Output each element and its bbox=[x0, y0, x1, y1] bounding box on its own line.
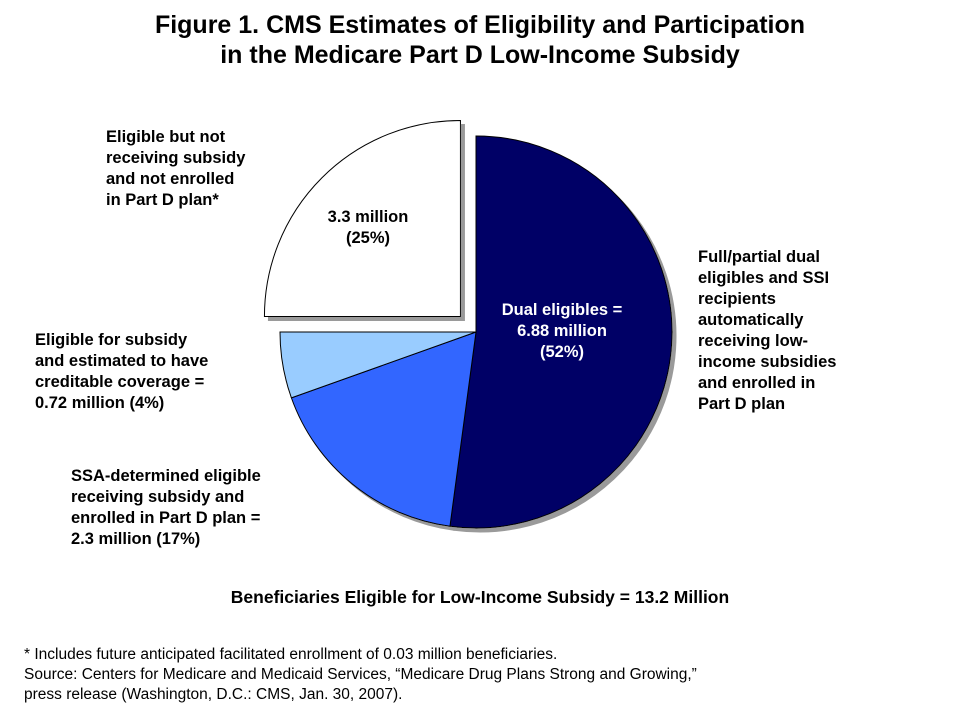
pie-slice-creditable-coverage bbox=[279, 331, 477, 399]
slice-label-not-receiving: Eligible but not receiving subsidy and n… bbox=[106, 128, 246, 209]
slice-label-ssa-determined: SSA-determined eligible receiving subsid… bbox=[71, 467, 261, 548]
slice-label-creditable-coverage: Eligible for subsidy and estimated to ha… bbox=[35, 331, 209, 412]
source-line1: Source: Centers for Medicare and Medicai… bbox=[24, 666, 697, 683]
chart-title: Figure 1. CMS Estimates of Eligibility a… bbox=[0, 10, 960, 70]
chart-subtitle: Beneficiaries Eligible for Low-Income Su… bbox=[230, 587, 730, 607]
chart-title-line1: Figure 1. CMS Estimates of Eligibility a… bbox=[154, 11, 806, 39]
slice-label-dual-eligibles: Dual eligibles = 6.88 million (52%) bbox=[501, 301, 623, 361]
pie-slice-ssa-determined bbox=[290, 331, 477, 527]
pie-slice-not-receiving bbox=[263, 119, 461, 317]
notes: * Includes future anticipated facilitate… bbox=[24, 645, 697, 705]
footnote: * Includes future anticipated facilitate… bbox=[24, 646, 558, 663]
source-line2: press release (Washington, D.C.: CMS, Ja… bbox=[24, 686, 403, 703]
pie-slice-dual-eligibles bbox=[449, 135, 673, 529]
slice-label-full-partial-dual: Full/partial dual eligibles and SSI reci… bbox=[698, 248, 837, 413]
slice-label-not-receiving-value: 3.3 million (25%) bbox=[327, 208, 409, 247]
chart-title-line2: in the Medicare Part D Low-Income Subsid… bbox=[220, 41, 740, 69]
